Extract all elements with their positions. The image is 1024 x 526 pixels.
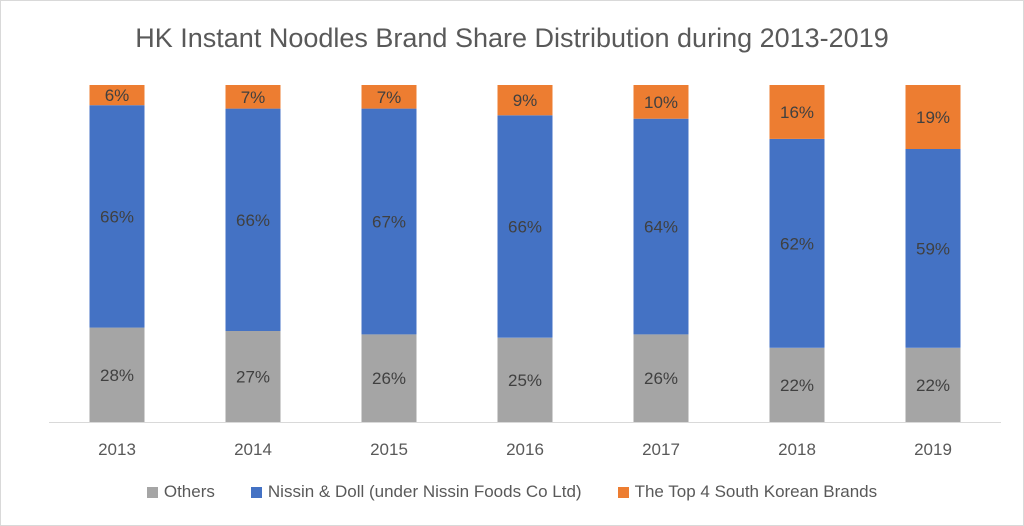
x-tick-label: 2014 [234,440,272,459]
x-tick-label: 2018 [778,440,816,459]
legend-item-korean: The Top 4 South Korean Brands [617,482,878,502]
data-label: 7% [241,88,266,107]
bar-korean-2013 [89,85,145,106]
bar-korean-2017 [633,85,689,119]
data-label: 26% [372,369,406,388]
data-label: 62% [780,234,814,253]
x-tick-label: 2017 [642,440,680,459]
x-tick-label: 2013 [98,440,136,459]
data-label: 19% [916,108,950,127]
bar-korean-2016 [497,85,553,116]
bar-others-2019 [905,347,961,422]
legend-label: Nissin & Doll (under Nissin Foods Co Ltd… [267,482,582,501]
chart-title: HK Instant Noodles Brand Share Distribut… [135,23,889,53]
data-label: 22% [916,376,950,395]
bar-others-2018 [769,347,825,422]
bar-korean-2015 [361,85,417,109]
bar-korean-2014 [225,85,281,109]
data-label: 28% [100,366,134,385]
data-label: 27% [236,368,270,387]
legend-item-nissin: Nissin & Doll (under Nissin Foods Co Ltd… [250,482,582,502]
legend-label: The Top 4 South Korean Brands [634,482,878,501]
x-tick-label: 2019 [914,440,952,459]
legend-item-others: Others [146,482,215,502]
bar-nissin-2015 [361,108,417,335]
bar-korean-2018 [769,85,825,139]
data-label: 59% [916,239,950,258]
data-label: 10% [644,93,678,112]
chart-legend: Others Nissin & Doll (under Nissin Foods … [1,482,1023,502]
data-label: 66% [508,218,542,237]
bar-others-2014 [225,331,281,422]
x-tick-label: 2016 [506,440,544,459]
data-label: 9% [513,91,538,110]
data-label: 64% [644,218,678,237]
data-label: 67% [372,213,406,232]
legend-label: Others [163,482,215,501]
data-label: 6% [105,86,130,105]
bar-others-2015 [361,334,417,422]
bar-nissin-2018 [769,138,825,348]
data-label: 7% [377,88,402,107]
data-label: 66% [100,207,134,226]
data-label: 25% [508,371,542,390]
bar-nissin-2017 [633,118,689,335]
bar-others-2016 [497,337,553,423]
x-tick-label: 2015 [370,440,408,459]
legend-swatch [250,486,262,498]
bar-others-2017 [633,334,689,422]
data-label: 22% [780,376,814,395]
bar-others-2013 [89,327,145,422]
bar-nissin-2014 [225,108,281,331]
legend-swatch [617,486,629,498]
legend-swatch [146,486,158,498]
bar-nissin-2013 [89,105,145,328]
data-label: 66% [236,211,270,230]
bar-korean-2019 [905,85,961,149]
data-label: 26% [644,369,678,388]
bar-nissin-2016 [497,115,553,338]
bar-nissin-2019 [905,149,961,348]
data-label: 16% [780,103,814,122]
